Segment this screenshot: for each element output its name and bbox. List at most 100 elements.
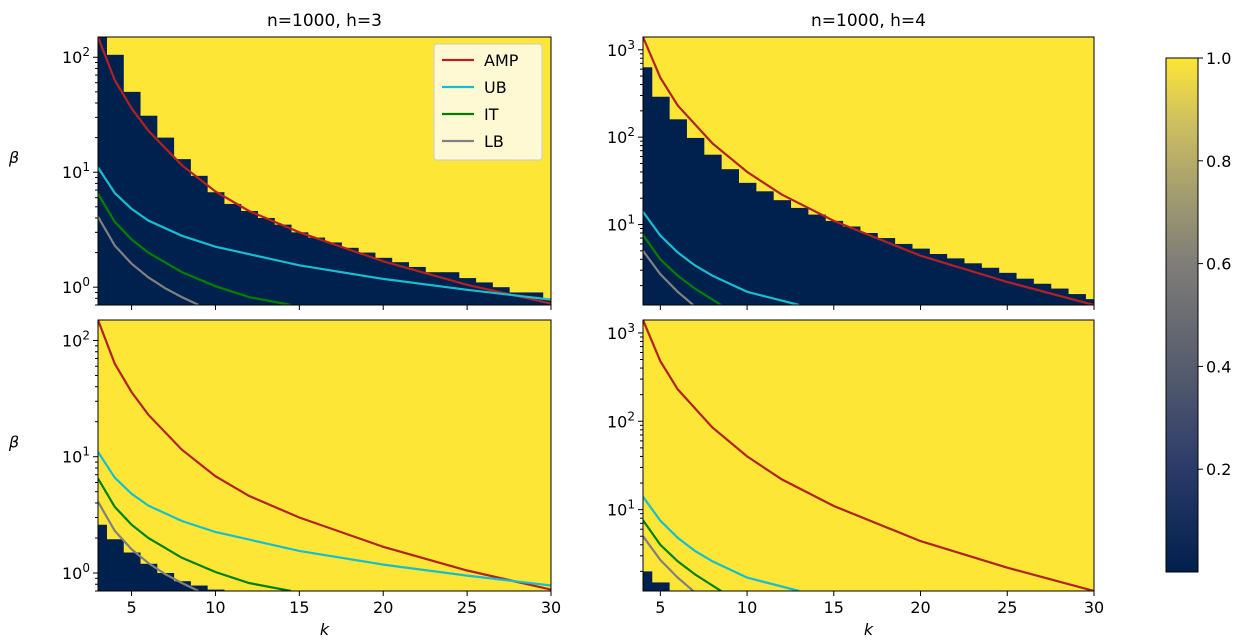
heatmap-cell (223, 203, 242, 305)
colorbar-tick-label: 0.4 (1206, 357, 1231, 376)
colorbar-gradient (1165, 57, 1199, 573)
heatmap-cell (981, 267, 1000, 305)
colorbar-tick-label: 0.8 (1206, 152, 1231, 171)
plot-area (98, 320, 551, 591)
heatmap-cell (703, 154, 722, 305)
y-tick-label: 102 (62, 45, 90, 67)
curve-amp (643, 320, 1094, 591)
curve-amp (98, 37, 551, 305)
heatmap-cell (946, 258, 965, 305)
curve-lb (643, 535, 695, 591)
y-tick-label: 100 (62, 275, 90, 297)
heatmap-cell (1015, 278, 1034, 305)
curve-it (98, 477, 292, 591)
heatmap-cell (106, 54, 124, 305)
x-tick-label: 15 (289, 598, 309, 617)
x-tick-label: 10 (205, 598, 225, 617)
heatmap-cell (123, 552, 141, 591)
heatmap-cell (173, 581, 191, 591)
heatmap-cell (911, 248, 930, 305)
y-axis-label: β (8, 433, 19, 452)
x-tick-label: 20 (373, 598, 393, 617)
x-tick-label: 15 (824, 598, 844, 617)
heatmap-cell (1033, 283, 1052, 305)
curve-lb (98, 216, 200, 305)
heatmap-cell (998, 272, 1017, 305)
colorbar-tick-label: 1.0 (1206, 49, 1231, 68)
axes-frame (642, 319, 1095, 592)
y-tick-label: 101 (62, 445, 90, 467)
heatmap-cell (790, 207, 809, 305)
axes-frame (97, 36, 552, 306)
curve-ub (643, 211, 800, 305)
legend: AMP UB IT LB (433, 43, 543, 161)
heatmap-cell (475, 282, 493, 305)
heatmap-cell (825, 220, 844, 305)
heatmap-cell (877, 238, 896, 305)
x-axis-label: k (320, 620, 330, 639)
heatmap-cell (651, 582, 670, 591)
heatmap-cell (358, 252, 376, 305)
y-tick-label: 101 (62, 160, 90, 182)
y-tick-label: 103 (607, 38, 635, 60)
axes-frame (97, 319, 552, 592)
heatmap-cell (859, 233, 878, 305)
heatmap-cell (669, 119, 687, 305)
heatmap-cell (123, 91, 141, 305)
plot-area (643, 37, 1094, 305)
y-tick-label: 102 (62, 328, 90, 350)
colorbar: 0.2 0.4 0.6 0.8 1.0 (1165, 49, 1231, 573)
heatmap-cell (98, 524, 107, 591)
heatmap-cell (842, 226, 861, 305)
x-tick-label: 25 (457, 598, 477, 617)
heatmap-cell (207, 589, 225, 591)
curve-ub (98, 166, 551, 301)
y-tick-label: 102 (607, 409, 635, 431)
heatmap-cell (391, 262, 409, 305)
x-tick-label: 5 (126, 598, 136, 617)
curve-it (643, 234, 722, 305)
panel-top-right: 101 102 103 n=1000, h=4 (607, 11, 1095, 310)
curve-ub (643, 496, 800, 591)
legend-label: LB (484, 132, 504, 151)
curve-ub (98, 451, 551, 587)
heatmap-cell (207, 192, 225, 305)
y-tick-label: 101 (607, 498, 635, 520)
heatmap-cell (686, 137, 705, 305)
heatmap-cell (156, 572, 175, 591)
heatmap-background (98, 320, 551, 591)
heatmap-cell (139, 563, 158, 591)
x-tick-label: 25 (997, 598, 1017, 617)
panel-title: n=1000, h=3 (267, 11, 382, 31)
heatmap-cell (307, 237, 326, 305)
legend-label: AMP (484, 51, 519, 70)
x-tick-label: 10 (737, 598, 757, 617)
x-tick-label: 5 (655, 598, 665, 617)
heatmap-cell (173, 159, 191, 305)
heatmap-cell (341, 247, 359, 305)
x-tick-label: 30 (1084, 598, 1104, 617)
heatmap-cell (773, 200, 792, 305)
heatmap-cell (106, 539, 124, 591)
x-tick-label: 30 (541, 598, 561, 617)
colorbar-tick-label: 0.6 (1206, 255, 1231, 274)
heatmap-cell (274, 224, 292, 305)
heatmap-cell (425, 272, 443, 305)
heatmap-cell (643, 67, 653, 305)
heatmap-cell (240, 210, 258, 305)
heatmap-cell (929, 254, 948, 305)
heatmap-cell (643, 571, 653, 591)
y-tick-label: 101 (607, 213, 635, 235)
heatmap-cell (755, 191, 774, 305)
heatmap-cell (98, 37, 107, 305)
x-axis-label: k (864, 620, 874, 639)
heatmap-cell (374, 257, 393, 305)
curve-amp (643, 37, 1094, 305)
heatmap-cell (139, 115, 158, 305)
heatmap-cell (190, 585, 208, 591)
legend-label: UB (484, 78, 507, 97)
heatmap-cell (324, 242, 342, 305)
heatmap-cell (290, 232, 309, 305)
heatmap-cell (738, 182, 757, 305)
